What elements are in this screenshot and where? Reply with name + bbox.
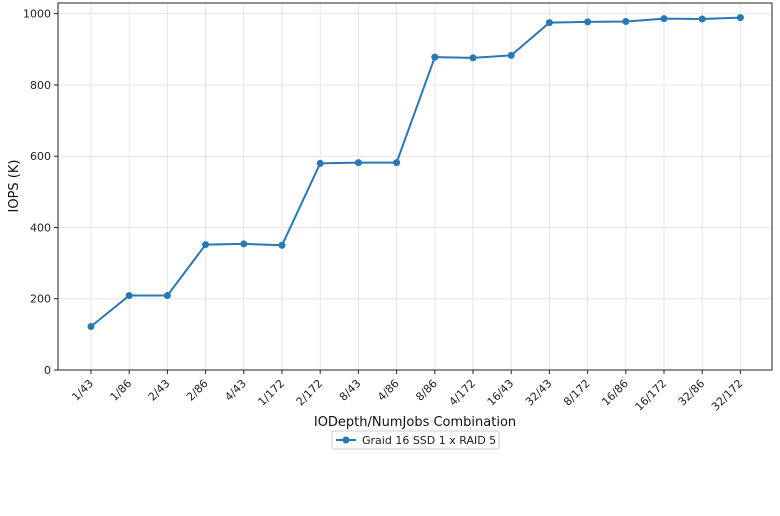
x-tick-label: 1/43 — [69, 377, 96, 404]
x-tick-label: 16/43 — [485, 377, 517, 409]
x-tick-label: 16/86 — [599, 377, 631, 409]
y-tick-label: 0 — [44, 364, 51, 377]
x-tick-label: 32/86 — [676, 377, 708, 409]
legend-marker-icon — [343, 437, 350, 444]
x-axis-ticks: 1/43 1/86 2/43 2/86 4/43 1/172 2/172 8/43 4/86 8/… — [69, 370, 745, 413]
x-tick-label: 1/86 — [108, 377, 135, 404]
y-tick-label: 800 — [30, 79, 51, 92]
x-tick-label: 32/172 — [709, 377, 746, 414]
x-tick-label: 8/172 — [561, 377, 593, 409]
y-axis-ticks: 0 200 400 600 800 1000 — [23, 8, 58, 377]
data-point — [355, 159, 362, 166]
x-tick-label: 1/172 — [256, 377, 288, 409]
x-tick-label: 8/43 — [337, 377, 364, 404]
x-tick-label: 8/86 — [413, 377, 440, 404]
data-point — [88, 323, 95, 330]
y-tick-label: 400 — [30, 221, 51, 234]
data-point — [661, 15, 668, 22]
data-point — [164, 292, 171, 299]
legend-label: Graid 16 SSD 1 x RAID 5 — [362, 434, 496, 447]
data-point — [202, 241, 209, 248]
data-point — [508, 52, 515, 59]
y-tick-label: 1000 — [23, 8, 51, 21]
x-tick-label: 2/86 — [184, 377, 211, 404]
series-group — [88, 14, 744, 330]
y-axis-label: IOPS (K) — [7, 160, 22, 213]
grid-lines — [58, 3, 772, 370]
data-point — [279, 242, 286, 249]
x-tick-label: 4/172 — [447, 377, 479, 409]
data-point — [622, 18, 629, 25]
data-point — [126, 292, 133, 299]
data-point — [393, 159, 400, 166]
x-axis-label: IODepth/NumJobs Combination — [314, 415, 516, 430]
x-tick-label: 4/43 — [222, 377, 249, 404]
y-tick-label: 200 — [30, 293, 51, 306]
x-tick-label: 4/86 — [375, 377, 402, 404]
data-point — [584, 18, 591, 25]
series-line — [91, 18, 740, 327]
data-point — [699, 16, 706, 23]
plot-area-frame — [58, 3, 772, 370]
data-point — [470, 54, 477, 61]
x-tick-label: 32/43 — [523, 377, 555, 409]
data-point — [317, 160, 324, 167]
data-point — [546, 19, 553, 26]
x-tick-label: 2/43 — [146, 377, 173, 404]
x-tick-label: 16/172 — [633, 377, 670, 414]
x-tick-label: 2/172 — [294, 377, 326, 409]
data-point — [431, 54, 438, 61]
y-tick-label: 600 — [30, 150, 51, 163]
data-point — [240, 240, 247, 247]
legend: Graid 16 SSD 1 x RAID 5 — [332, 431, 499, 449]
data-point — [737, 14, 744, 21]
